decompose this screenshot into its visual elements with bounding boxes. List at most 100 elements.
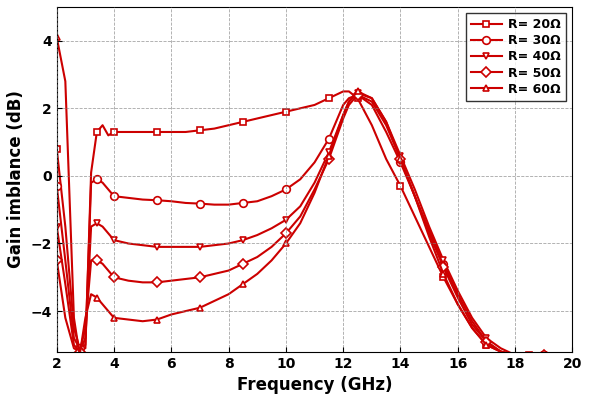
R= 60Ω xyxy=(454,302,461,307)
R= 60Ω xyxy=(254,271,261,276)
R= 40Ω xyxy=(211,243,218,247)
R= 50Ω xyxy=(325,157,332,162)
R= 40Ω xyxy=(82,336,89,340)
R= 60Ω xyxy=(211,298,218,303)
R= 60Ω xyxy=(345,99,352,104)
R= 20Ω xyxy=(511,352,518,357)
R= 50Ω xyxy=(397,157,404,162)
R= 60Ω xyxy=(440,271,447,276)
R= 40Ω xyxy=(182,245,189,249)
R= 50Ω xyxy=(345,103,352,107)
R= 50Ω xyxy=(569,352,576,357)
R= 40Ω xyxy=(426,224,433,229)
R= 40Ω xyxy=(454,288,461,293)
R= 40Ω xyxy=(540,352,547,357)
R= 60Ω xyxy=(383,119,390,124)
R= 20Ω xyxy=(99,123,106,128)
R= 30Ω xyxy=(368,103,375,107)
R= 30Ω xyxy=(53,184,60,188)
R= 30Ω xyxy=(311,160,318,165)
R= 60Ω xyxy=(426,234,433,239)
R= 20Ω xyxy=(93,130,100,134)
R= 30Ω xyxy=(154,198,161,203)
R= 20Ω xyxy=(368,123,375,128)
R= 20Ω xyxy=(354,96,361,101)
R= 20Ω xyxy=(483,342,490,347)
R= 60Ω xyxy=(268,258,275,263)
R= 60Ω xyxy=(225,292,232,297)
R= 30Ω xyxy=(139,197,146,202)
R= 20Ω xyxy=(82,346,89,350)
R= 60Ω xyxy=(297,221,304,226)
R= 60Ω xyxy=(88,292,95,297)
R= 50Ω xyxy=(225,268,232,273)
Legend: R= 20Ω, R= 30Ω, R= 40Ω, R= 50Ω, R= 60Ω: R= 20Ω, R= 30Ω, R= 40Ω, R= 50Ω, R= 60Ω xyxy=(466,13,566,101)
R= 50Ω xyxy=(88,258,95,263)
R= 20Ω xyxy=(268,113,275,117)
R= 60Ω xyxy=(325,153,332,158)
R= 20Ω xyxy=(497,349,504,354)
R= 50Ω xyxy=(139,280,146,285)
R= 60Ω xyxy=(311,190,318,195)
R= 30Ω xyxy=(168,199,175,204)
R= 40Ω xyxy=(282,217,289,222)
R= 20Ω xyxy=(139,130,146,134)
R= 40Ω xyxy=(340,113,347,117)
R= 30Ω xyxy=(483,339,490,344)
R= 60Ω xyxy=(411,194,418,198)
R= 20Ω xyxy=(569,352,576,357)
R= 50Ω xyxy=(211,271,218,276)
R= 60Ω xyxy=(125,317,132,322)
R= 40Ω xyxy=(239,238,246,243)
R= 40Ω xyxy=(483,336,490,340)
R= 40Ω xyxy=(62,282,69,286)
R= 40Ω xyxy=(469,316,476,320)
R= 50Ω xyxy=(440,265,447,269)
R= 20Ω xyxy=(105,133,112,138)
R= 30Ω xyxy=(88,180,95,185)
R= 40Ω xyxy=(368,96,375,101)
R= 20Ω xyxy=(62,224,69,229)
R= 20Ω xyxy=(383,157,390,162)
R= 30Ω xyxy=(71,336,78,340)
R= 40Ω xyxy=(93,221,100,226)
R= 60Ω xyxy=(239,282,246,286)
R= 30Ω xyxy=(93,177,100,182)
R= 50Ω xyxy=(368,99,375,104)
R= 40Ω xyxy=(111,238,118,243)
R= 50Ω xyxy=(469,322,476,327)
R= 30Ω xyxy=(268,194,275,198)
R= 60Ω xyxy=(105,309,112,314)
R= 30Ω xyxy=(511,352,518,357)
R= 60Ω xyxy=(340,113,347,117)
R= 60Ω xyxy=(53,35,60,40)
R= 50Ω xyxy=(182,277,189,282)
R= 30Ω xyxy=(225,202,232,207)
R= 20Ω xyxy=(239,119,246,124)
R= 60Ω xyxy=(139,319,146,324)
R= 40Ω xyxy=(345,99,352,104)
R= 60Ω xyxy=(569,352,576,357)
R= 50Ω xyxy=(99,261,106,266)
R= 40Ω xyxy=(197,245,204,249)
Line: R= 50Ω: R= 50Ω xyxy=(53,91,576,358)
R= 60Ω xyxy=(282,241,289,246)
R= 30Ω xyxy=(454,292,461,297)
R= 50Ω xyxy=(71,346,78,350)
R= 50Ω xyxy=(511,352,518,357)
R= 30Ω xyxy=(411,194,418,198)
R= 20Ω xyxy=(154,130,161,134)
R= 30Ω xyxy=(62,258,69,263)
R= 60Ω xyxy=(99,302,106,307)
R= 60Ω xyxy=(497,349,504,354)
R= 40Ω xyxy=(354,91,361,95)
R= 40Ω xyxy=(139,243,146,247)
R= 40Ω xyxy=(497,346,504,350)
R= 50Ω xyxy=(383,123,390,128)
R= 40Ω xyxy=(225,241,232,246)
R= 30Ω xyxy=(111,194,118,198)
R= 40Ω xyxy=(71,342,78,347)
R= 40Ω xyxy=(383,119,390,124)
R= 30Ω xyxy=(469,319,476,324)
R= 50Ω xyxy=(540,352,547,357)
